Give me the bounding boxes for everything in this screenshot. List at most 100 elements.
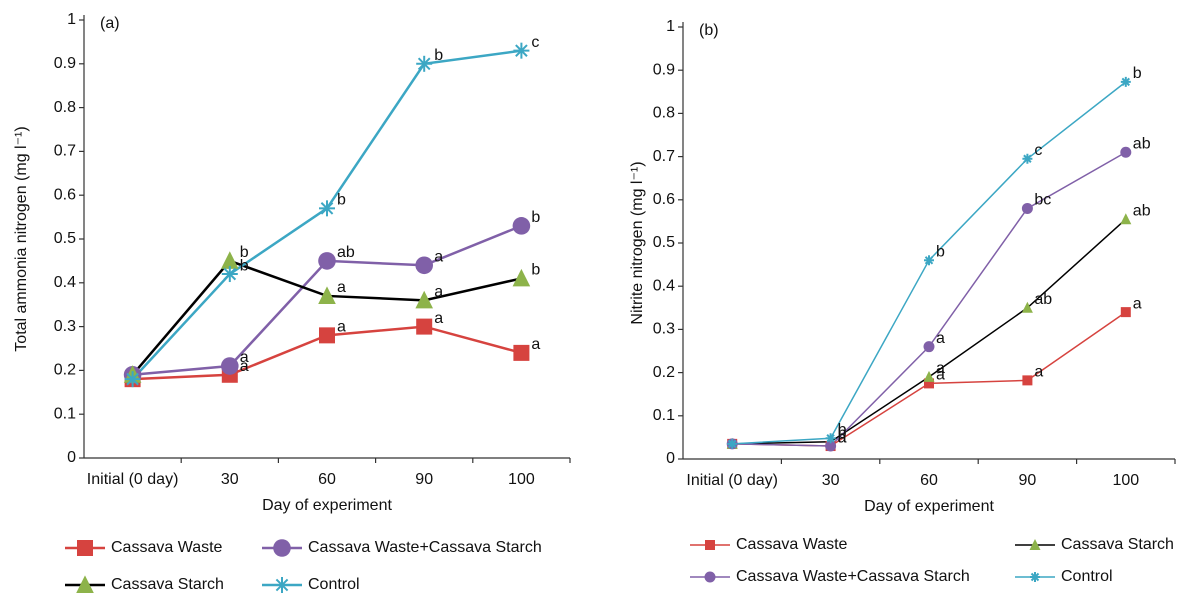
marker (221, 357, 239, 375)
significance-letter: a (531, 336, 540, 353)
marker (513, 43, 529, 59)
marker (1022, 154, 1032, 164)
significance-letter: b (240, 257, 249, 274)
marker (705, 572, 716, 583)
y-tick-label: 0.2 (54, 362, 76, 379)
series-line (732, 219, 1126, 444)
x-tick-label: 60 (920, 472, 938, 489)
y-tick-label: 1 (67, 11, 76, 28)
y-tick-label: 0.3 (54, 318, 76, 335)
y-tick-label: 0.6 (653, 191, 675, 208)
legend-label: Cassava Starch (111, 576, 224, 593)
significance-letter: b (531, 209, 540, 226)
marker-shape (513, 217, 531, 235)
significance-letter: b (337, 192, 346, 209)
marker (1022, 375, 1032, 385)
marker-shape (1120, 213, 1131, 224)
significance-letter: ab (337, 244, 355, 261)
significance-letter: b (1133, 65, 1142, 82)
marker (513, 269, 531, 287)
significance-letter: b (531, 262, 540, 279)
marker-shape (416, 319, 432, 335)
significance-letter: c (531, 34, 539, 51)
legend-label: Cassava Waste+Cassava Starch (308, 539, 542, 556)
marker (1022, 203, 1033, 214)
y-axis-label: Total ammonia nitrogen (mg l⁻¹) (13, 126, 30, 351)
marker-shape (924, 371, 935, 382)
significance-letter: ab (1133, 202, 1151, 219)
legend-label: Control (1061, 568, 1113, 585)
marker-shape (513, 345, 529, 361)
marker-shape (1121, 307, 1131, 317)
marker (1120, 147, 1131, 158)
y-tick-label: 0.5 (54, 230, 76, 247)
marker-shape (705, 540, 715, 550)
marker-shape (924, 341, 935, 352)
y-tick-label: 0.9 (653, 61, 675, 78)
significance-letter: b (838, 421, 847, 438)
marker (416, 56, 432, 72)
marker-shape (1022, 375, 1032, 385)
x-tick-label: 90 (415, 471, 433, 488)
significance-letter: a (434, 248, 443, 265)
chart: 0 0.1 0.2 0.3 0.4 0.5 0.6 0.7 0.8 0.9 1 Initial (0 … (0, 0, 1180, 594)
legend-label: Cassava Waste+Cassava Starch (736, 568, 970, 585)
y-tick-label: 0.8 (54, 99, 76, 116)
y-axis-label: Nitrite nitrogen (mg l⁻¹) (629, 161, 646, 324)
marker (727, 439, 737, 449)
marker (319, 327, 335, 343)
y-tick-label: 0.5 (653, 234, 675, 251)
legend-label: Cassava Waste (736, 536, 848, 553)
x-axis-label: Day of experiment (262, 497, 392, 514)
marker-shape (77, 540, 93, 556)
marker (1121, 307, 1131, 317)
marker (415, 256, 433, 274)
significance-letter: c (1034, 142, 1042, 159)
marker (1121, 77, 1131, 87)
legend-label: Cassava Waste (111, 539, 223, 556)
marker (705, 540, 715, 550)
marker-shape (319, 327, 335, 343)
x-tick-label: 30 (221, 471, 239, 488)
legend-label: Cassava Starch (1061, 536, 1174, 553)
y-tick-label: 0 (666, 450, 675, 467)
significance-letter: a (337, 319, 346, 336)
y-tick-label: 0.1 (54, 405, 76, 422)
x-tick-label: 60 (318, 471, 336, 488)
marker-shape (273, 539, 291, 557)
significance-letter: a (1133, 295, 1142, 312)
y-tick-label: 0.9 (54, 55, 76, 72)
marker (513, 217, 531, 235)
significance-letter: a (337, 279, 346, 296)
marker (924, 341, 935, 352)
significance-letter: a (1034, 364, 1043, 381)
x-tick-label: Initial (0 day) (686, 472, 778, 489)
marker-shape (318, 252, 336, 270)
marker (1030, 572, 1040, 582)
marker-shape (415, 256, 433, 274)
marker (924, 255, 934, 265)
significance-letter: a (434, 310, 443, 327)
marker (416, 319, 432, 335)
y-tick-label: 0.1 (653, 407, 675, 424)
significance-letter: b (434, 47, 443, 64)
y-tick-label: 0.6 (54, 186, 76, 203)
marker-shape (1022, 203, 1033, 214)
marker-shape (1120, 147, 1131, 158)
y-tick-label: 0.4 (653, 277, 675, 294)
significance-letter: a (936, 360, 945, 377)
marker (319, 200, 335, 216)
panel-label: (b) (699, 22, 719, 39)
y-tick-label: 0.3 (653, 321, 675, 338)
legend-label: Control (308, 576, 360, 593)
series-line (732, 152, 1126, 446)
significance-letter: a (434, 284, 443, 301)
marker (77, 540, 93, 556)
y-tick-label: 0.7 (54, 143, 76, 160)
significance-letter: ab (1034, 291, 1052, 308)
y-tick-label: 0 (67, 449, 76, 466)
marker (274, 577, 290, 593)
significance-letter: b (936, 243, 945, 260)
x-tick-label: 30 (822, 472, 840, 489)
x-tick-label: 90 (1019, 472, 1037, 489)
